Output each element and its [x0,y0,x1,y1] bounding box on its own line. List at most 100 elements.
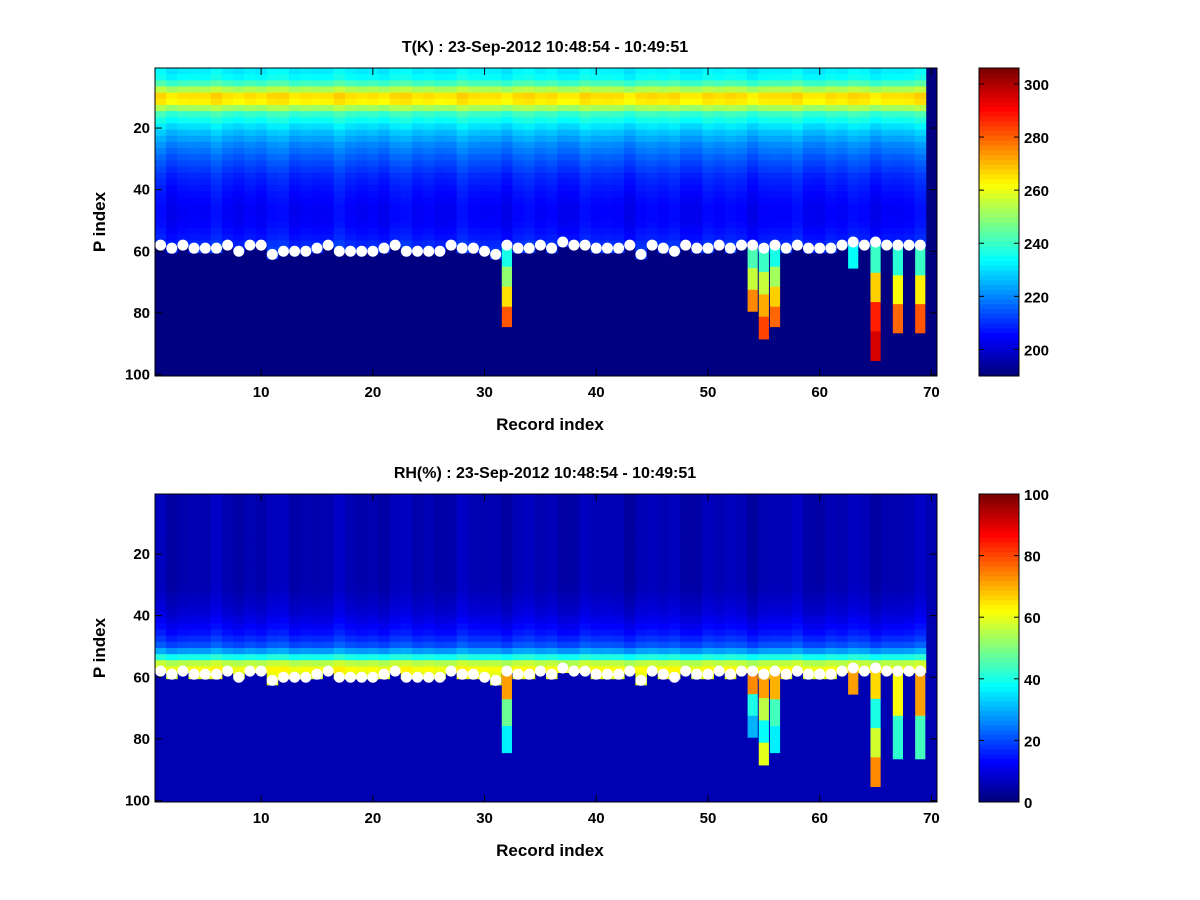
heatmap-cell [847,530,860,538]
heatmap-cell [568,215,580,223]
heatmap-cell [557,543,569,550]
heatmap-cell [467,86,480,94]
colorbar-swatch [979,715,1019,721]
heatmap-cell [277,494,290,501]
heatmap-cell [702,166,714,174]
heatmap-cell [702,92,714,100]
heatmap-cell [568,635,580,643]
heatmap-cell [780,129,793,137]
heatmap-cell [166,567,178,575]
heatmap-cell [557,580,569,587]
heatmap-cell [445,574,458,581]
heatmap-cell [523,592,536,600]
heatmap-cell [333,135,346,143]
heatmap-column [344,494,357,680]
heatmap-cell [646,512,659,520]
heatmap-cell [601,222,614,229]
heatmap-cell [512,197,525,204]
heatmap-cell [411,111,424,118]
heatmap-cell [423,148,435,155]
heatmap-cell [255,592,268,600]
heatmap-cell [657,530,670,538]
heatmap-cell [356,543,368,550]
heatmap-cell [613,494,625,501]
heatmap-cell [300,543,312,550]
heatmap-cell [512,104,525,112]
humidity-heatmap [155,494,937,802]
heatmap-cell [825,506,837,513]
heatmap-cell [400,148,413,155]
heatmap-cell [490,494,502,501]
heatmap-cell [546,141,558,149]
heatmap-cell [791,537,804,544]
heatmap-cell [691,68,703,75]
heatmap-cell [791,191,804,198]
heatmap-cell [378,141,390,149]
heatmap-cell [155,172,167,180]
heatmap-cell [378,574,390,581]
colorbar-swatch [979,739,1019,745]
heatmap-cell [735,98,748,106]
heatmap-cell [478,135,491,143]
heatmap-cell [624,68,636,75]
heatmap-cell [512,561,525,569]
heatmap-cell [892,629,904,637]
heatmap-cell [914,166,927,174]
heatmap-cell [568,166,580,174]
heatmap-cell [691,641,703,649]
surface-marker [769,665,781,677]
heatmap-cell [747,604,759,612]
heatmap-cell [590,80,603,87]
heatmap-cell [356,580,368,587]
heatmap-cell [858,598,871,606]
heatmap-cell [356,512,368,520]
heatmap-cell [914,580,927,587]
heatmap-cell [903,86,916,94]
heatmap-cell [568,543,580,550]
heatmap-cell [914,178,927,186]
heatmap-cell [646,561,659,569]
heatmap-cell [411,185,424,192]
surface-marker [914,239,926,251]
heatmap-cell [747,129,759,137]
heatmap-cell [836,629,849,637]
heatmap-cell [188,530,201,538]
heatmap-cell [657,500,670,507]
heatmap-cell [613,561,625,569]
heatmap-cell [758,74,770,81]
heatmap-cell [646,117,659,124]
heatmap-cell [534,228,547,235]
heatmap-cell [255,586,268,593]
heatmap-cell [758,135,770,143]
heatmap-cell [534,586,547,593]
heatmap-cell [467,141,480,149]
heatmap-cell [814,185,826,192]
heatmap-cell [590,592,603,600]
colorbar-swatch [979,590,1019,596]
heatmap-cell [277,500,290,507]
heatmap-cell [713,86,726,94]
heatmap-cell [501,68,513,75]
heatmap-cell [534,215,547,223]
heatmap-cell [277,80,290,87]
heatmap-column [300,494,312,680]
extension-cell [892,275,903,305]
heatmap-cell [501,203,513,211]
heatmap-cell [758,80,770,87]
surface-marker [881,665,893,677]
surface-marker [870,236,882,248]
heatmap-cell [534,185,547,192]
x-tick-label: 60 [811,384,828,401]
surface-marker [233,245,245,257]
extension-cell [769,306,781,328]
heatmap-cell [892,635,904,643]
heatmap-cell [613,117,625,124]
heatmap-cell [635,135,647,143]
heatmap-cell [344,104,357,112]
heatmap-cell [668,623,681,630]
heatmap-cell [534,506,547,513]
heatmap-cell [322,123,335,130]
heatmap-cell [445,129,458,137]
heatmap-cell [389,567,402,575]
heatmap-cell [322,567,335,575]
